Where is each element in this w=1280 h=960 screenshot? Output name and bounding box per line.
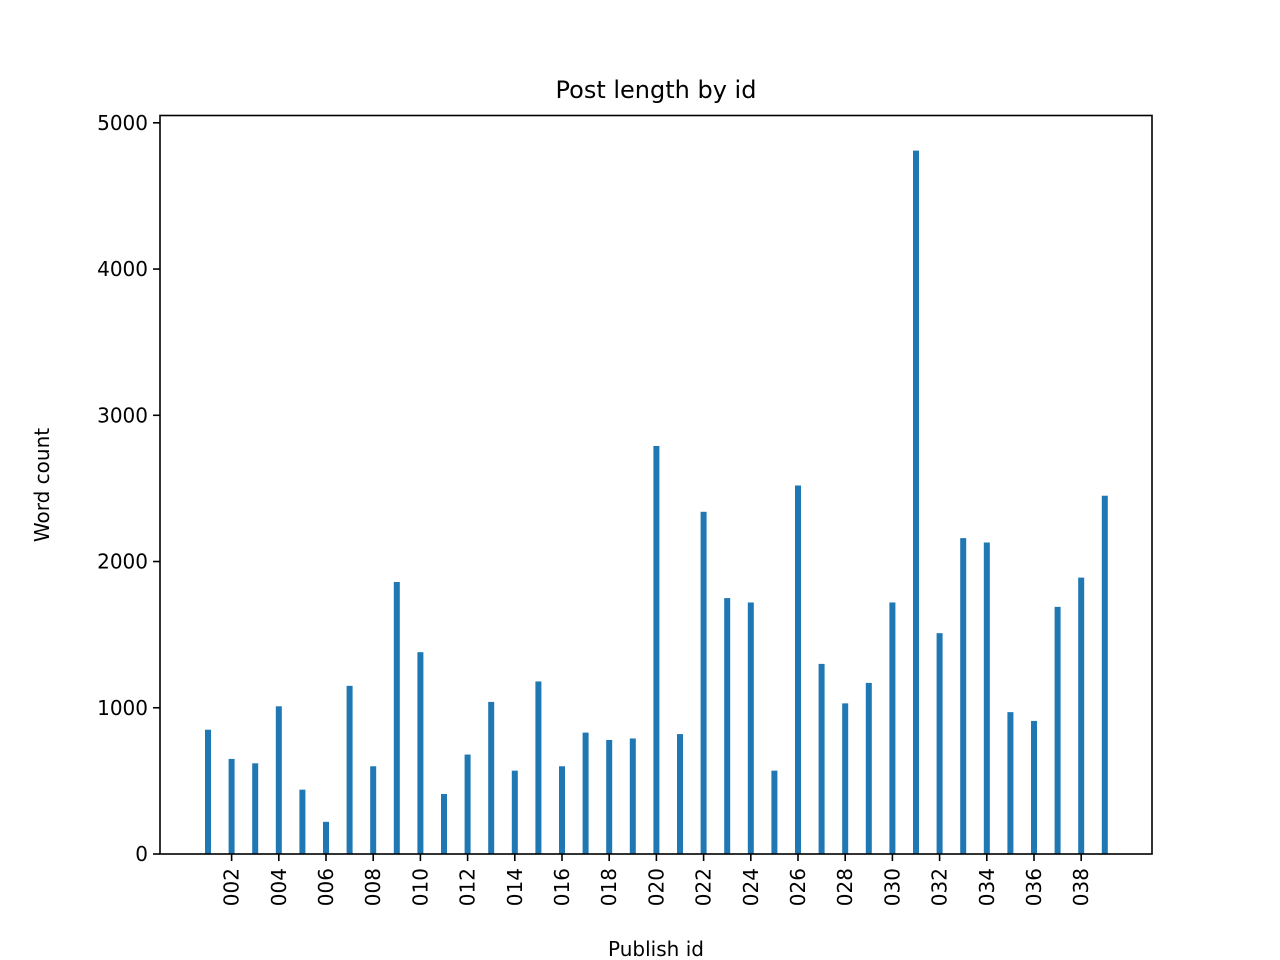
y-tick-label-1000: 1000 bbox=[97, 696, 148, 720]
x-tick-label-016: 016 bbox=[550, 868, 574, 906]
x-tick-label-010: 010 bbox=[408, 868, 432, 906]
x-tick-label-020: 020 bbox=[644, 868, 668, 906]
bar-004 bbox=[275, 706, 282, 854]
bar-029 bbox=[865, 682, 872, 854]
bar-027 bbox=[818, 663, 825, 854]
bar-038 bbox=[1078, 577, 1085, 854]
y-axis: 0 1000 2000 3000 4000 5000 bbox=[97, 111, 160, 866]
bar-013 bbox=[488, 701, 495, 854]
x-axis-label: Publish id bbox=[608, 937, 704, 960]
bar-026 bbox=[795, 485, 801, 854]
bar-008 bbox=[370, 766, 377, 854]
bar-001 bbox=[205, 729, 211, 854]
x-tick-label-038: 038 bbox=[1069, 868, 1093, 906]
bar-032 bbox=[936, 633, 943, 854]
bar-034 bbox=[983, 542, 990, 854]
bar-012 bbox=[464, 754, 471, 854]
y-axis-label: Word count bbox=[30, 428, 54, 542]
bar-009 bbox=[393, 582, 400, 854]
bar-037 bbox=[1054, 606, 1061, 854]
bar-003 bbox=[252, 763, 259, 854]
bar-006 bbox=[323, 821, 329, 854]
y-tick-label-5000: 5000 bbox=[97, 111, 148, 135]
bar-005 bbox=[299, 789, 306, 854]
y-tick-label-4000: 4000 bbox=[97, 257, 148, 281]
x-tick-label-032: 032 bbox=[928, 868, 952, 906]
x-tick-label-022: 022 bbox=[692, 868, 716, 906]
bar-020 bbox=[653, 446, 660, 854]
chart-title: Post length by id bbox=[556, 76, 757, 104]
x-tick-label-014: 014 bbox=[503, 868, 527, 906]
bar-015 bbox=[535, 681, 542, 854]
x-tick-label-012: 012 bbox=[456, 868, 480, 906]
bar-007 bbox=[346, 685, 353, 854]
x-axis: 002 004 006 008 010 012 014 016 018 020 022 024 026 0… bbox=[220, 854, 1093, 906]
y-tick-label-0: 0 bbox=[135, 842, 148, 866]
x-tick-label-030: 030 bbox=[880, 868, 904, 906]
bar-021 bbox=[677, 734, 683, 854]
bar-011 bbox=[441, 794, 447, 854]
bar-030 bbox=[889, 602, 896, 854]
bar-002 bbox=[228, 758, 235, 854]
bar-025 bbox=[771, 770, 778, 854]
bar-010 bbox=[417, 652, 424, 854]
bar-028 bbox=[842, 703, 849, 854]
plot-frame bbox=[159, 114, 1153, 855]
bar-018 bbox=[606, 739, 613, 854]
bar-039 bbox=[1101, 495, 1108, 854]
bar-022 bbox=[700, 511, 707, 854]
bar-023 bbox=[724, 598, 731, 854]
bar-017 bbox=[582, 732, 589, 854]
x-tick-label-026: 026 bbox=[786, 868, 810, 906]
y-tick-label-3000: 3000 bbox=[97, 403, 148, 427]
bar-024 bbox=[747, 602, 754, 854]
bar-035 bbox=[1007, 712, 1014, 854]
bar-036 bbox=[1031, 720, 1037, 854]
x-tick-label-028: 028 bbox=[833, 868, 857, 906]
x-tick-label-034: 034 bbox=[975, 868, 999, 906]
x-tick-label-002: 002 bbox=[220, 868, 244, 906]
x-tick-label-018: 018 bbox=[597, 868, 621, 906]
bar-031 bbox=[913, 150, 919, 855]
bar-014 bbox=[511, 770, 518, 854]
y-tick-label-2000: 2000 bbox=[97, 550, 148, 574]
x-tick-label-006: 006 bbox=[314, 868, 338, 906]
x-tick-label-024: 024 bbox=[739, 868, 763, 906]
bar-019 bbox=[629, 738, 636, 854]
bar-016 bbox=[559, 766, 565, 854]
x-tick-label-004: 004 bbox=[267, 868, 291, 906]
bar-033 bbox=[960, 538, 967, 854]
x-tick-label-008: 008 bbox=[361, 868, 385, 906]
x-tick-label-036: 036 bbox=[1022, 868, 1046, 906]
bars-group bbox=[205, 150, 1108, 855]
